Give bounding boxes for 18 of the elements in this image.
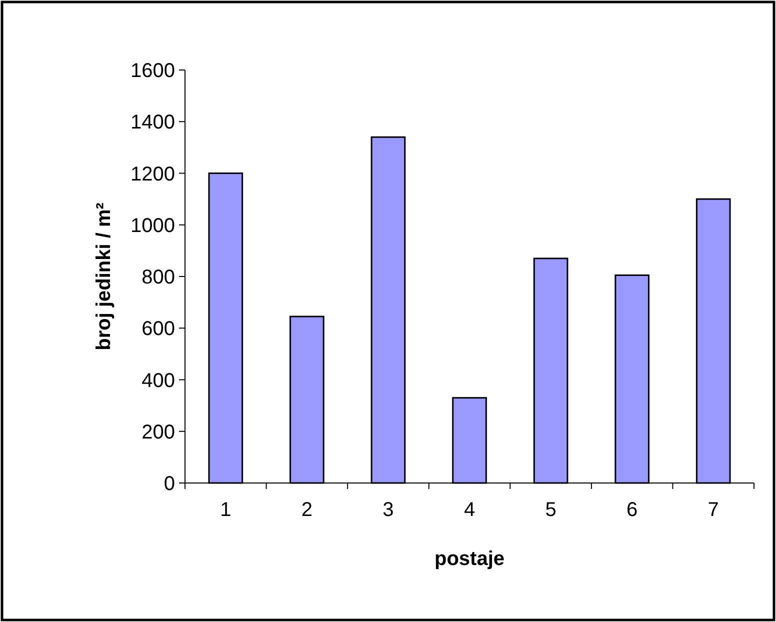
y-tick-label: 0 <box>164 473 175 495</box>
y-axis-title: broj jedinki / m² <box>93 202 115 350</box>
y-tick-label: 1000 <box>130 214 175 237</box>
y-tick-label: 1600 <box>130 60 175 82</box>
y-tick-label: 600 <box>142 318 175 340</box>
x-tick-label: 5 <box>545 499 556 521</box>
x-axis-title: postaje <box>434 548 505 570</box>
y-tick-label: 1400 <box>130 112 175 134</box>
x-tick-label: 2 <box>301 499 312 521</box>
y-tick-label: 800 <box>142 266 175 288</box>
x-tick-label: 1 <box>220 499 232 521</box>
y-tick-label: 1200 <box>130 163 175 186</box>
x-tick-label: 4 <box>464 499 476 521</box>
x-tick-label: 6 <box>626 499 638 521</box>
x-tick-label: 3 <box>382 499 394 521</box>
x-tick-label: 7 <box>708 499 719 521</box>
y-tick-label: 400 <box>142 370 175 392</box>
y-tick-label: 200 <box>142 421 175 444</box>
